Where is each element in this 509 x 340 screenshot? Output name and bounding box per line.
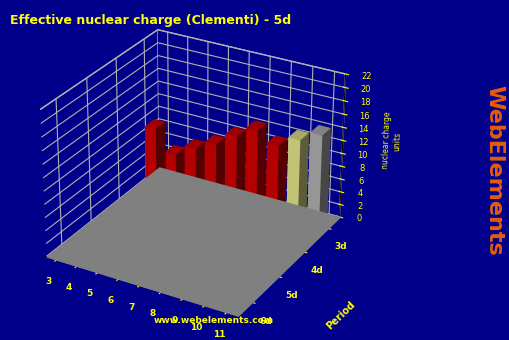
Text: WebElements: WebElements	[484, 85, 504, 255]
Text: www.webelements.com: www.webelements.com	[154, 316, 274, 325]
Text: Effective nuclear charge (Clementi) - 5d: Effective nuclear charge (Clementi) - 5d	[10, 14, 291, 27]
Y-axis label: Period: Period	[324, 300, 356, 332]
